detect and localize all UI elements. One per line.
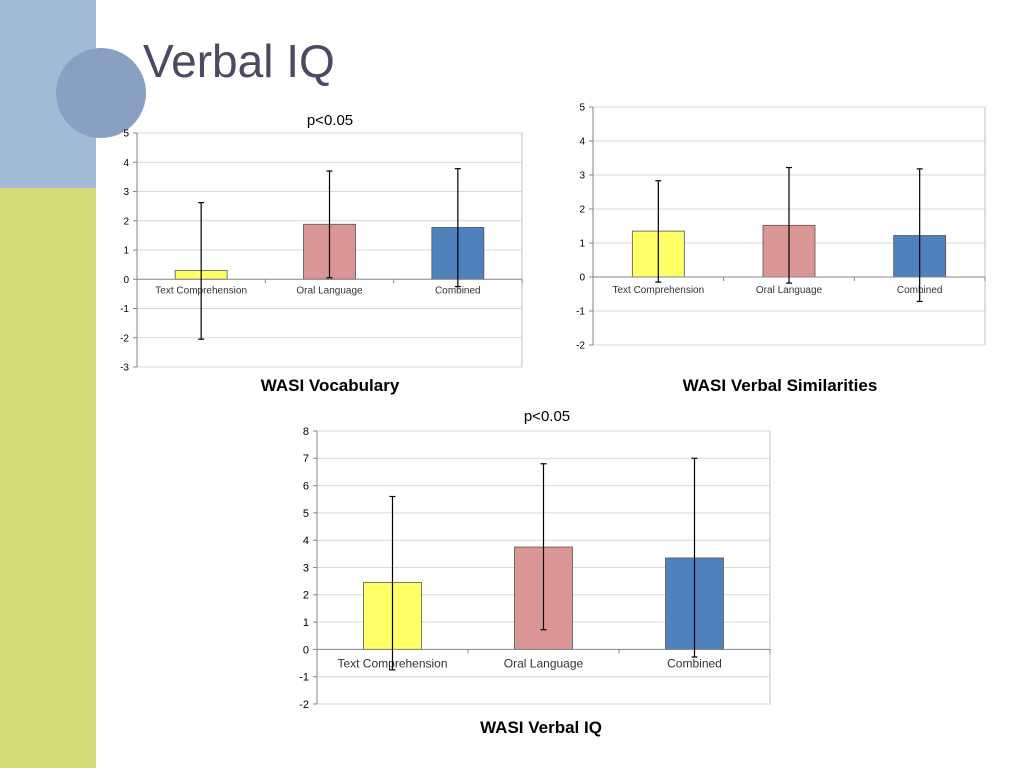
y-tick-label: 1	[123, 246, 129, 257]
category-label: Combined	[435, 285, 481, 296]
chart2-svg: -2 -1 0 1 2 3 4 5 Text Comprehension Oral Languag…	[576, 103, 986, 352]
y-tick-label: 1	[579, 239, 585, 250]
y-tick-label: -2	[299, 699, 309, 711]
chart-wasi-verbal-similarities: -2 -1 0 1 2 3 4 5 Text Comprehension Oral Languag…	[560, 100, 990, 352]
chart1-title: WASI Vocabulary	[260, 376, 400, 395]
y-tick-label: 0	[303, 644, 309, 656]
y-tick-label: 2	[303, 590, 309, 602]
chart3-title: WASI Verbal IQ	[480, 718, 602, 737]
y-tick-label: 4	[123, 158, 129, 169]
y-tick-label: 7	[303, 453, 309, 465]
y-tick-label: 5	[303, 508, 309, 520]
y-tick-label: 5	[123, 129, 129, 140]
y-tick-label: 4	[579, 137, 585, 148]
y-tick-label: -2	[120, 333, 129, 344]
slide-title: Verbal IQ	[143, 35, 335, 87]
side-band-bottom	[0, 188, 96, 768]
category-label: Combined	[667, 656, 722, 670]
chart-wasi-vocabulary: -3 -2 -1 0 1 2 3 4 5 Text Comprehension Oral Langu…	[110, 126, 530, 374]
y-tick-label: 2	[579, 205, 585, 216]
y-tick-label: 0	[579, 273, 585, 284]
y-tick-label: 3	[303, 562, 309, 574]
y-tick-label: -1	[299, 672, 309, 684]
chart-wasi-verbal-iq: -2 -1 0 1 2 3 4 5 6 7 8 Text Comprehension Oral Lang…	[282, 424, 774, 712]
chart2-title: WASI Verbal Similarities	[682, 376, 878, 395]
chart1-significance-note: p<0.05	[306, 112, 354, 129]
y-tick-label: 5	[579, 103, 585, 114]
y-tick-label: -1	[120, 304, 129, 315]
y-tick-label: 1	[303, 617, 309, 629]
y-tick-label: 4	[303, 535, 309, 547]
y-tick-label: -1	[576, 307, 585, 318]
chart3-significance-note: p<0.05	[523, 408, 571, 425]
y-tick-label: 6	[303, 480, 309, 492]
y-tick-label: -3	[120, 363, 129, 374]
y-tick-label: 3	[123, 187, 129, 198]
y-tick-label: 8	[303, 426, 309, 438]
category-label: Oral Language	[756, 285, 823, 296]
category-label: Text Comprehension	[612, 285, 704, 296]
category-label: Oral Language	[504, 656, 584, 670]
y-tick-label: 2	[123, 216, 129, 227]
y-tick-label: -2	[576, 341, 585, 352]
y-tick-label: 0	[123, 275, 129, 286]
category-label: Oral Language	[296, 285, 363, 296]
decorative-circle	[56, 48, 146, 138]
y-tick-label: 3	[579, 171, 585, 182]
